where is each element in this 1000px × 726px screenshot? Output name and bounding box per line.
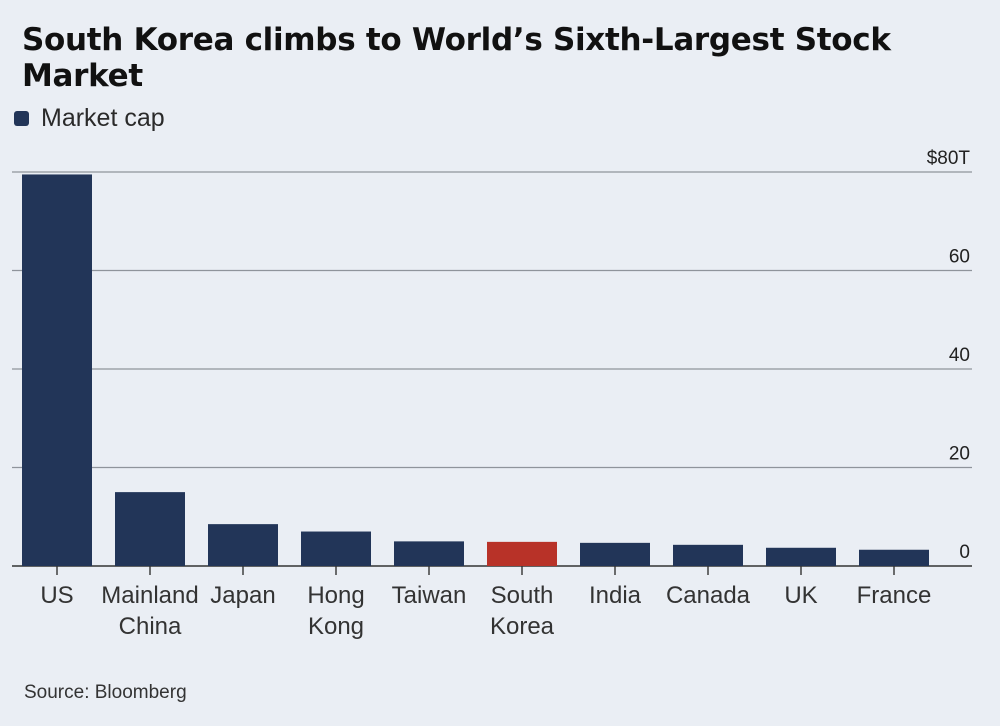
x-tick-label: France: [857, 582, 932, 609]
x-tick-label-line: Hong: [307, 582, 364, 609]
bar-hong-kong: [301, 531, 371, 566]
y-tick-label: 40: [949, 345, 970, 366]
x-tick-label: Taiwan: [392, 582, 467, 609]
x-tick-label: South Korea: [490, 582, 555, 640]
y-tick-label: 60: [949, 247, 970, 268]
bar-taiwan: [394, 541, 464, 566]
x-tick-label: US: [40, 582, 73, 609]
chart-title: South Korea climbs to World’s Sixth-Larg…: [22, 22, 891, 94]
y-tick-label: 0: [959, 542, 970, 563]
legend: Market cap: [14, 104, 165, 133]
x-tick-label: UK: [784, 582, 817, 609]
x-tick-label: India: [589, 582, 642, 609]
bar-canada: [673, 544, 743, 566]
x-tick-label: Mainland China: [101, 582, 198, 640]
x-tick-label-line: UK: [784, 582, 817, 609]
x-tick-label-line: China: [119, 613, 182, 640]
x-tick-label-line: US: [40, 582, 73, 609]
y-tick-label: 20: [949, 444, 970, 465]
source-note: Source: Bloomberg: [24, 682, 187, 703]
bar-india: [580, 542, 650, 566]
x-tick-label-line: Korea: [490, 613, 555, 640]
bar-south-korea: [487, 541, 557, 566]
x-tick-label-line: Mainland: [101, 582, 198, 609]
legend-swatch: [14, 111, 29, 126]
x-tick-label-line: Taiwan: [392, 582, 467, 609]
y-tick-label: $80T: [927, 148, 971, 169]
x-tick-label-line: Japan: [210, 582, 275, 609]
x-tick-label-line: Kong: [308, 613, 364, 640]
x-tick-label: Canada: [666, 582, 751, 609]
bar-uk: [766, 547, 836, 566]
legend-label: Market cap: [41, 104, 165, 132]
bar-us: [22, 174, 92, 566]
bar-france: [859, 549, 929, 566]
bar-japan: [208, 524, 278, 566]
x-tick-label-line: Canada: [666, 582, 751, 609]
bar-mainland-china: [115, 492, 185, 566]
x-tick-label-line: India: [589, 582, 642, 609]
x-tick-label-line: South: [491, 582, 554, 609]
x-tick-label: Japan: [210, 582, 275, 609]
x-tick-label: Hong Kong: [307, 582, 364, 640]
x-tick-label-line: France: [857, 582, 932, 609]
